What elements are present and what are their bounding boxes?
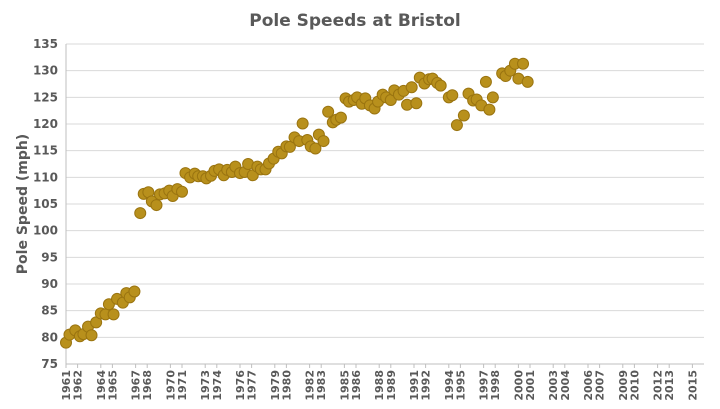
data-point [450,119,463,132]
x-tick-label: 1980 [280,370,293,401]
data-point [521,75,534,88]
data-point [479,75,492,88]
data-point [309,142,322,155]
x-tick-label: 1968 [141,370,154,401]
data-point [150,199,163,212]
y-tick-label: 90 [41,277,58,291]
y-tick-label: 125 [33,90,58,104]
x-tick-label: 1979 [269,370,282,401]
x-tick-label: 1985 [338,370,351,401]
x-tick-label: 2007 [594,370,607,401]
x-tick-label: 2006 [582,370,595,401]
x-tick-label: 1989 [385,370,398,401]
data-point [457,109,470,122]
x-tick-label: 1983 [315,370,328,401]
x-tick-label: 1977 [246,370,259,401]
x-tick-label: 2009 [617,370,630,401]
y-tick-label: 75 [41,357,58,371]
chart-title: Pole Speeds at Bristol [249,11,461,31]
x-tick-label: 1982 [304,370,317,401]
data-point [446,89,459,102]
x-tick-label: 1961 [60,370,73,401]
x-tick-label: 1964 [95,370,108,401]
x-tick-label: 1991 [408,370,421,401]
data-point [107,308,120,321]
y-tick-label: 120 [33,117,58,131]
x-tick-label: 2013 [663,370,676,401]
data-point [486,91,499,104]
y-tick-label: 80 [41,330,58,344]
data-point [483,103,496,116]
y-axis-label: Pole Speed (mph) [15,134,31,274]
data-point [410,97,423,110]
x-tick-label: 2015 [686,370,699,401]
x-tick-label: 1988 [373,370,386,401]
x-tick-label: 1992 [420,370,433,401]
data-point [434,79,447,92]
y-tick-label: 110 [33,170,58,184]
x-tick-label: 1967 [130,370,143,401]
y-tick-label: 85 [41,304,58,318]
data-point [334,111,347,124]
data-point [296,117,309,130]
x-tick-label: 1970 [164,370,177,401]
x-tick-label: 1997 [478,370,491,401]
x-tick-label: 1962 [72,370,85,401]
gridlines [66,43,704,365]
x-tick-label: 1986 [350,370,363,401]
y-axis-ticks: 75 80 85 90 95 100 105 110 115 120 125 130 135 [33,37,58,371]
x-tick-label: 2010 [628,370,641,401]
x-tick-label: 2003 [547,370,560,401]
y-tick-label: 115 [33,144,58,158]
x-tick-label: 1995 [454,370,467,401]
x-tick-label: 2004 [559,370,572,401]
x-tick-label: 1974 [211,370,224,401]
data-point [322,105,335,118]
x-tick-label: 1971 [176,370,189,401]
y-tick-label: 105 [33,197,58,211]
data-point [317,135,330,148]
x-tick-label: 2012 [652,370,665,401]
data-point [283,140,296,153]
x-tick-label: 2001 [524,370,537,401]
y-tick-label: 95 [41,250,58,264]
x-tick-label: 1965 [106,370,119,401]
y-tick-label: 130 [33,64,58,78]
x-tick-label: 1973 [199,370,212,401]
x-tick-label: 1976 [234,370,247,401]
y-tick-label: 135 [33,37,58,51]
data-points [60,57,534,349]
data-point [176,185,188,198]
x-tick-label: 1994 [443,370,456,401]
axes [65,44,704,365]
data-point [405,81,418,94]
data-point [85,329,98,342]
y-tick-label: 100 [33,224,58,238]
data-point [128,285,141,298]
data-point [517,57,530,70]
x-tick-label: 1998 [489,370,502,401]
x-tick-label: 2000 [512,370,525,401]
data-point [134,207,147,220]
